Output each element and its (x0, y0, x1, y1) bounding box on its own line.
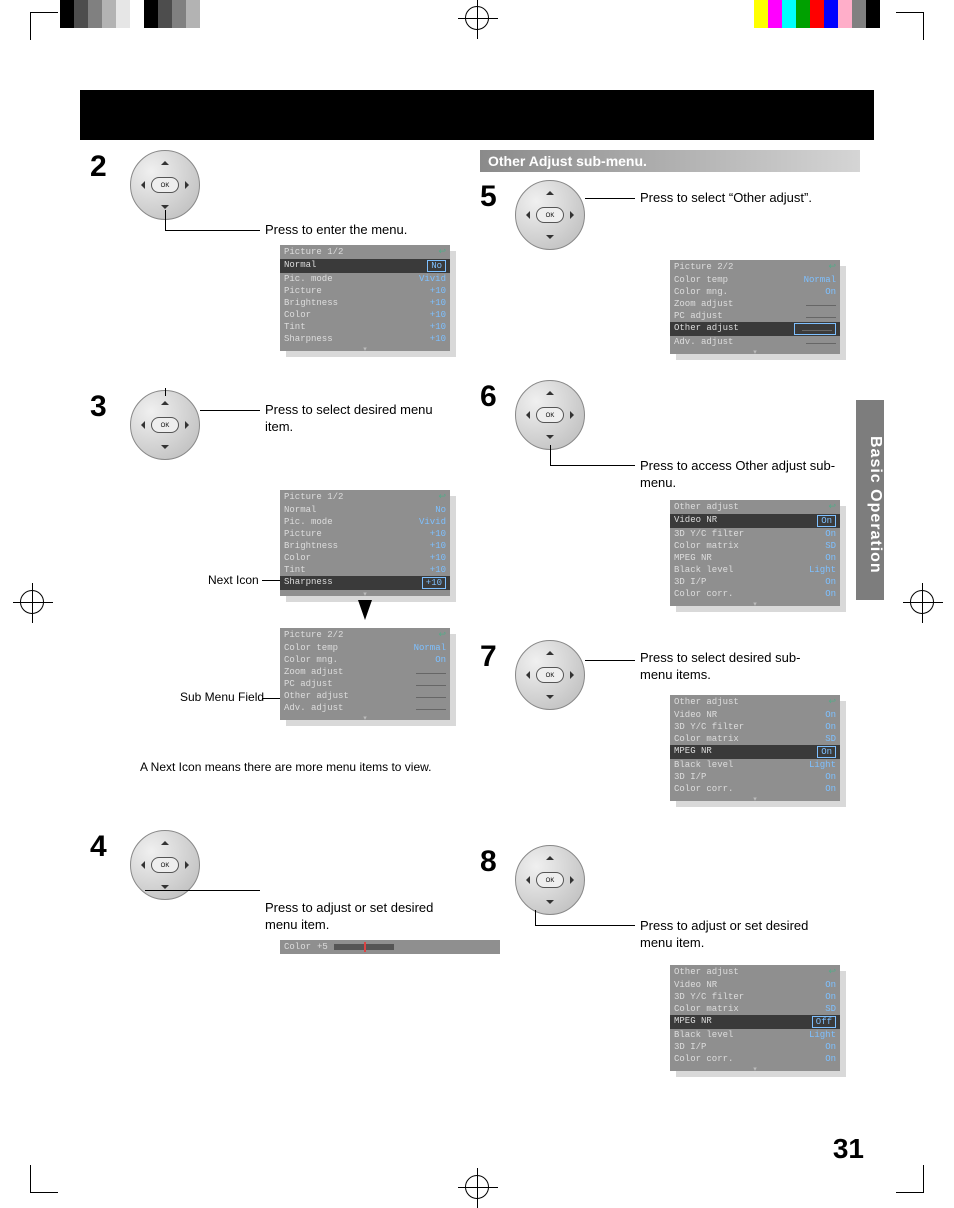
dpad-icon: OK (130, 390, 200, 460)
osd-menu: Picture 1/2↩NormalNoPic. modeVividPictur… (280, 490, 450, 596)
dpad-icon: OK (515, 640, 585, 710)
step-number: 7 (480, 640, 497, 674)
section-tab: Basic Operation (856, 400, 884, 600)
osd-menu: Other adjust↩Video NROn3D Y/C filterOnCo… (670, 695, 840, 801)
instruction-text: Press to select “Other adjust”. (640, 190, 840, 207)
osd-menu: Other adjust↩Video NROn3D Y/C filterOnCo… (670, 965, 840, 1071)
instruction-text: Press to select desired sub-menu items. (640, 650, 820, 684)
instruction-text: Press to enter the menu. (265, 222, 407, 239)
osd-menu: Picture 2/2↩Color tempNormalColor mng.On… (280, 628, 450, 720)
page-number: 31 (833, 1133, 864, 1165)
dpad-icon: OK (515, 180, 585, 250)
osd-menu: Other adjust↩Video NROn3D Y/C filterOnCo… (670, 500, 840, 606)
instruction-text: Press to adjust or set desired menu item… (265, 900, 455, 934)
instruction-text: Press to access Other adjust sub-menu. (640, 458, 840, 492)
step-number: 6 (480, 380, 497, 414)
slider-value: +5 (317, 942, 328, 952)
osd-slider: Color +5 (280, 940, 500, 954)
sub-heading: Other Adjust sub-menu. (480, 150, 860, 172)
osd-menu: Picture 2/2↩Color tempNormalColor mng.On… (670, 260, 840, 354)
step-number: 3 (90, 390, 107, 424)
step-number: 4 (90, 830, 107, 864)
arrow-down-icon (358, 600, 372, 620)
step-number: 5 (480, 180, 497, 214)
header-band (80, 90, 874, 140)
slider-label: Color (284, 942, 311, 952)
step-number: 2 (90, 150, 107, 184)
dpad-icon: OK (515, 845, 585, 915)
osd-menu: Picture 1/2↩NormalNoPic. modeVividPictur… (280, 245, 450, 351)
note-next-icon: A Next Icon means there are more menu it… (140, 760, 450, 774)
dpad-icon: OK (515, 380, 585, 450)
instruction-text: Press to select desired menu item. (265, 402, 445, 436)
label-next-icon: Next Icon (208, 573, 259, 587)
instruction-text: Press to adjust or set desired menu item… (640, 918, 840, 952)
step-number: 8 (480, 845, 497, 879)
label-submenu-field: Sub Menu Field (180, 690, 264, 704)
